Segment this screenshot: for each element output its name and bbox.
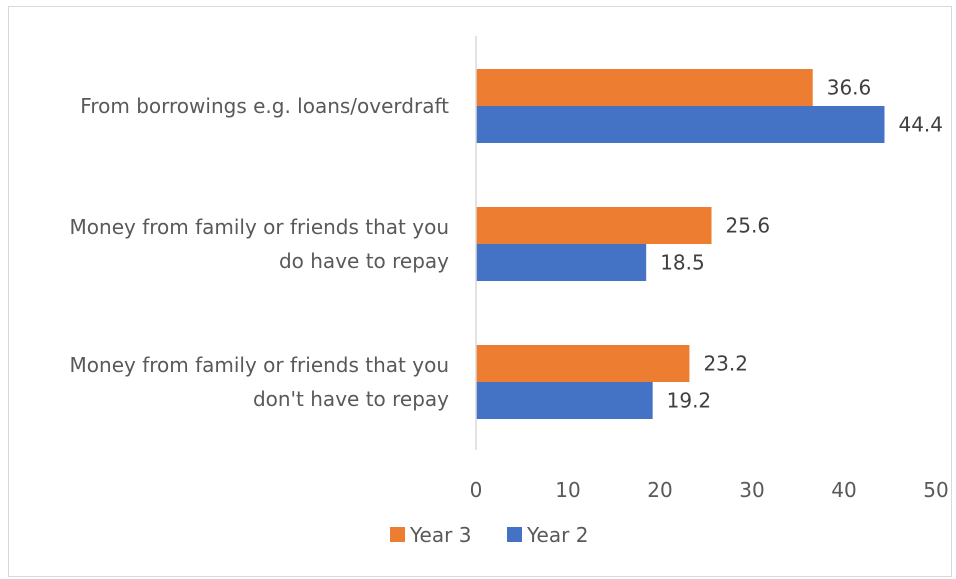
tick-label: 10 <box>555 478 580 502</box>
data-labels: 36.6 25.6 23.2 44.4 18.5 19.2 <box>660 76 943 413</box>
category-label-line: Money from family or friends that you <box>70 353 449 377</box>
value-axis-ticks: 0 10 20 30 40 50 <box>470 478 949 502</box>
tick-label: 0 <box>470 478 483 502</box>
legend-swatch <box>390 527 405 542</box>
category-label: From borrowings e.g. loans/overdraft <box>80 94 449 118</box>
legend-label: Year 3 <box>409 523 471 547</box>
legend-swatch <box>507 527 522 542</box>
data-label: 19.2 <box>667 389 712 413</box>
tick-label: 50 <box>923 478 948 502</box>
category-label: Money from family or friends that you do … <box>70 215 450 273</box>
legend: Year 3 Year 2 <box>390 523 588 547</box>
tick-label: 20 <box>647 478 672 502</box>
bar-year-3 <box>476 207 712 244</box>
bars <box>476 69 885 419</box>
bar-year-2 <box>476 382 653 419</box>
tick-label: 40 <box>831 478 856 502</box>
category-label: Money from family or friends that you don… <box>70 353 450 411</box>
category-label-line: do have to repay <box>279 249 449 273</box>
bar-year-3 <box>476 345 690 382</box>
legend-label: Year 2 <box>526 523 588 547</box>
data-label: 25.6 <box>726 214 771 238</box>
data-label: 36.6 <box>827 76 872 100</box>
bar-year-3 <box>476 69 813 106</box>
bar-year-2 <box>476 106 885 143</box>
category-labels: From borrowings e.g. loans/overdraft Mone… <box>70 94 450 411</box>
data-label: 23.2 <box>703 352 748 376</box>
data-label: 18.5 <box>660 251 705 275</box>
tick-label: 30 <box>739 478 764 502</box>
category-label-line: Money from family or friends that you <box>70 215 449 239</box>
category-label-line: don't have to repay <box>253 387 449 411</box>
bar-year-2 <box>476 244 647 281</box>
category-label-line: From borrowings e.g. loans/overdraft <box>80 94 449 118</box>
data-label: 44.4 <box>898 113 943 137</box>
